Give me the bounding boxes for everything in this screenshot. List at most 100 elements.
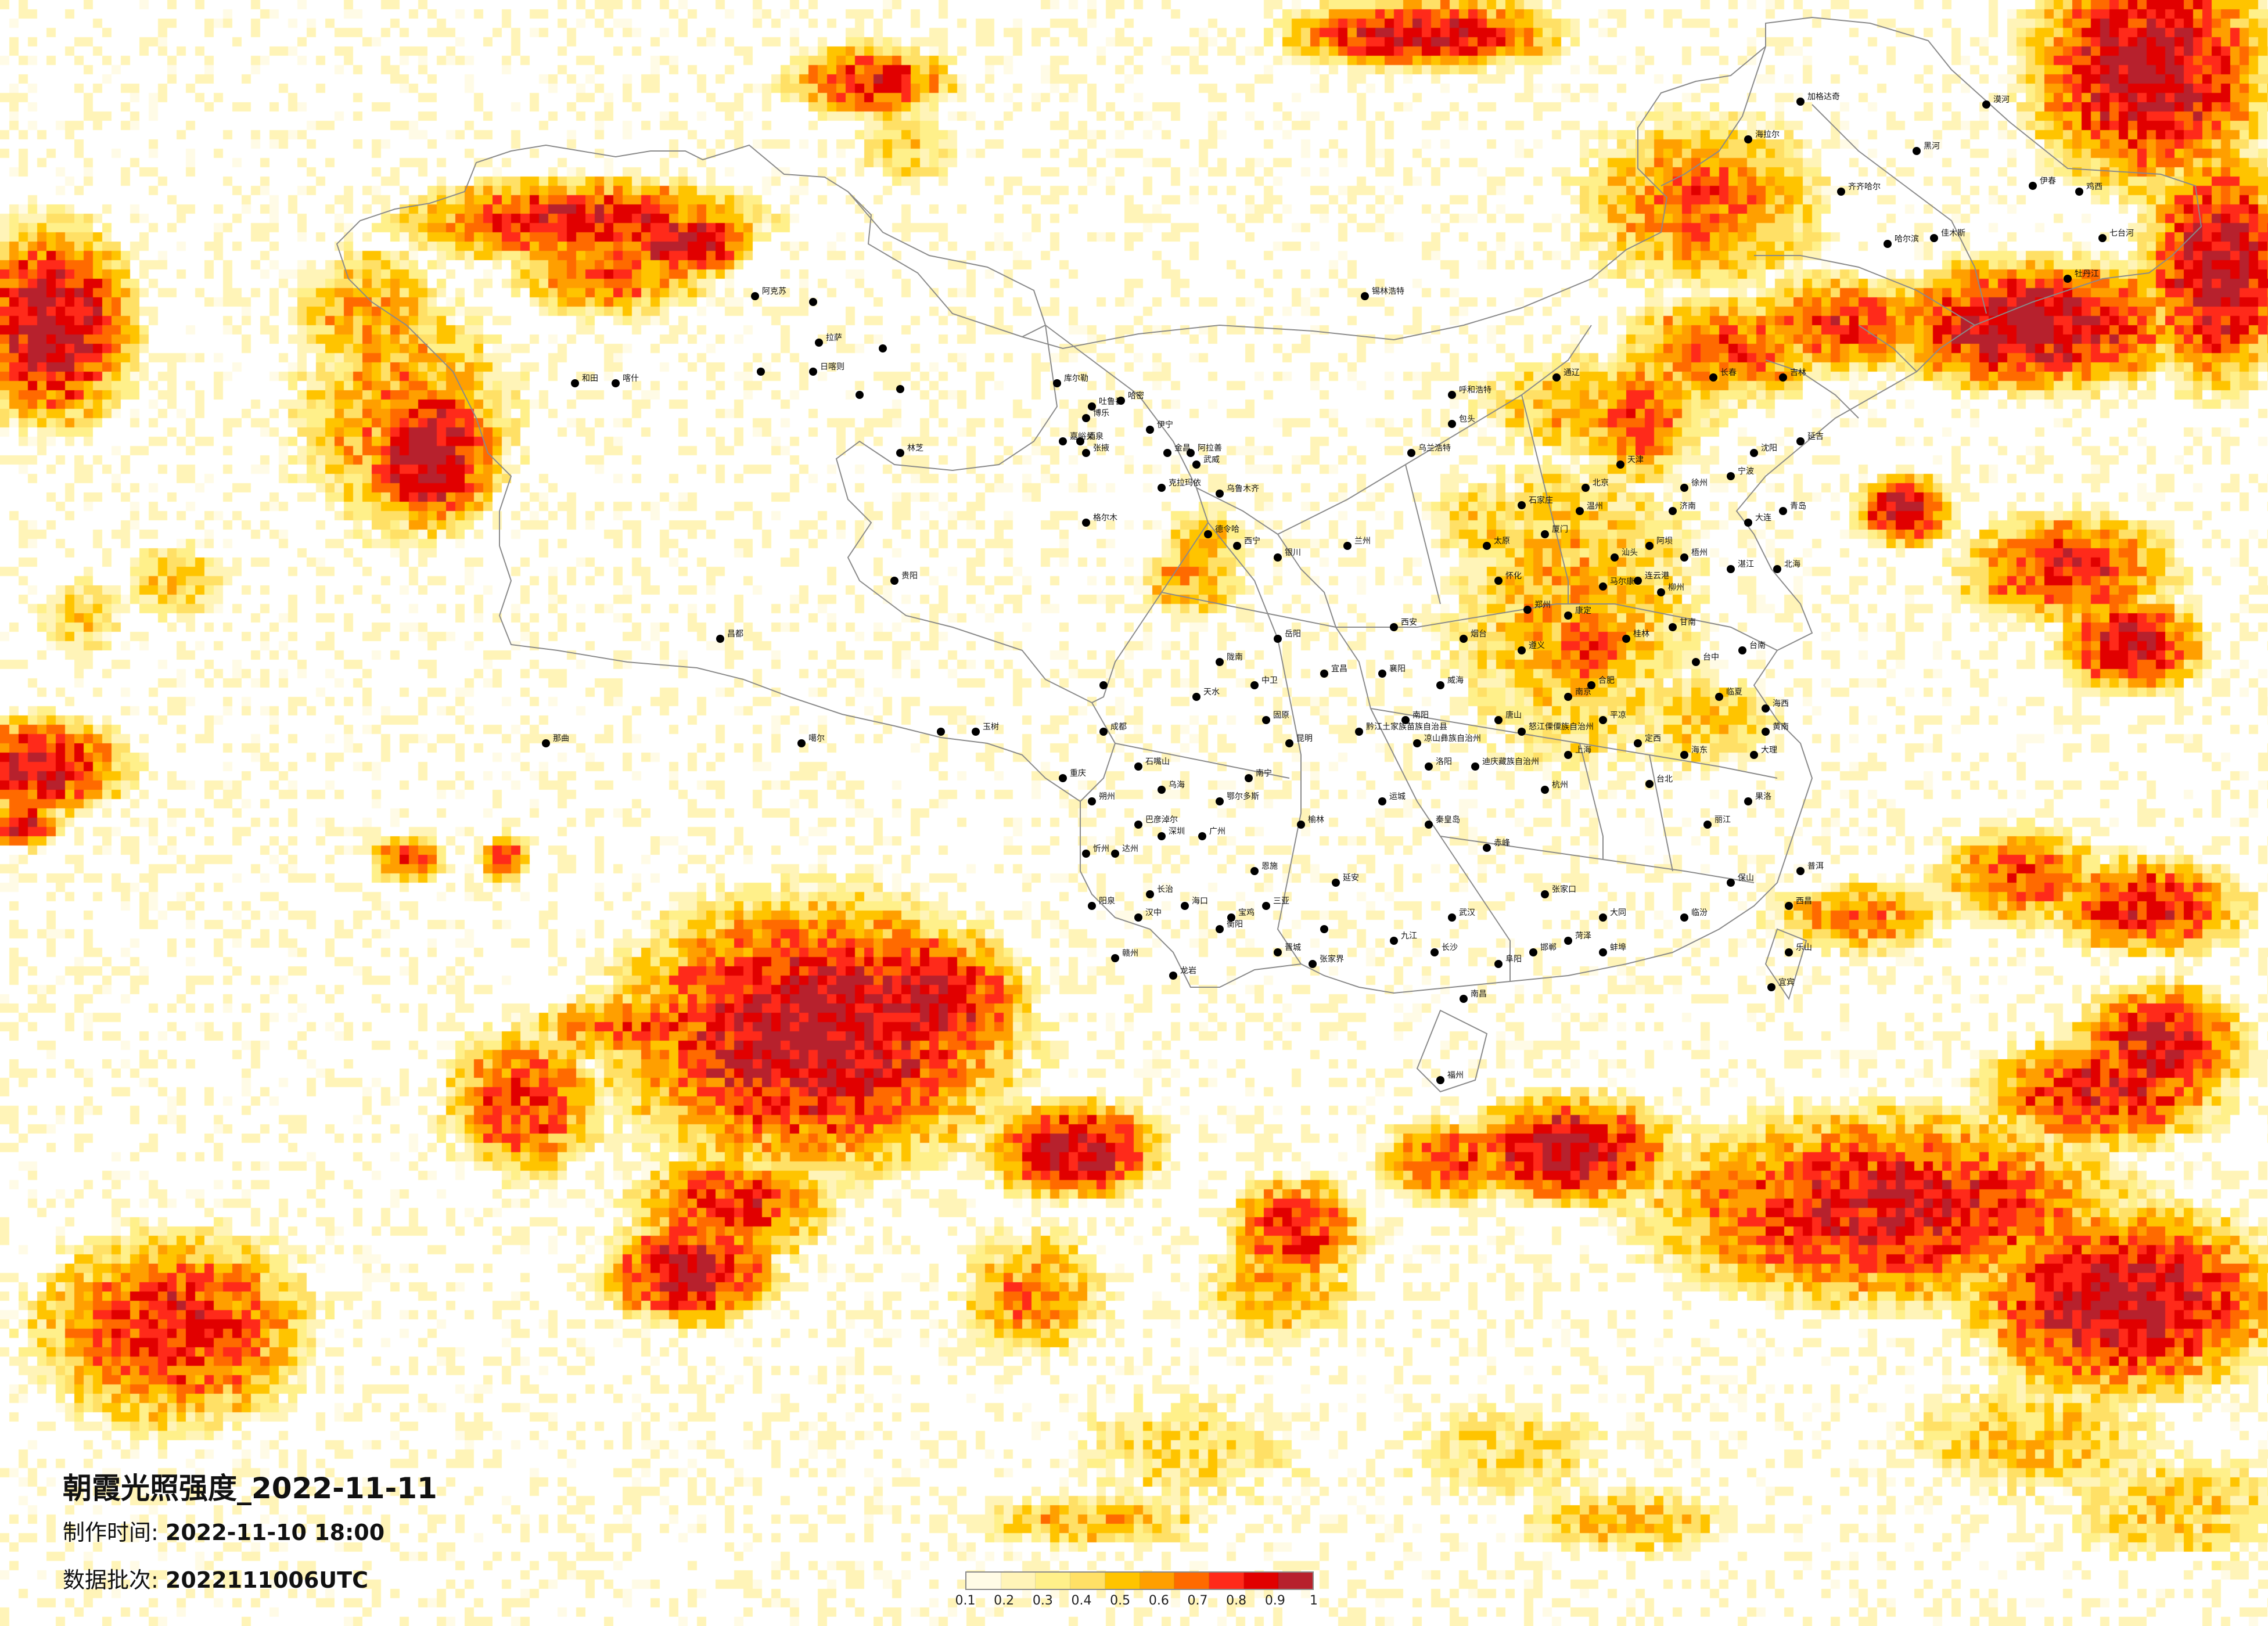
city-label: 怀化 bbox=[1505, 571, 1522, 581]
city-label: 九江 bbox=[1401, 931, 1417, 941]
legend-tick-label: 0.3 bbox=[1032, 1593, 1053, 1608]
city-dot bbox=[1088, 402, 1096, 411]
city-dot bbox=[1216, 797, 1224, 805]
city-dot bbox=[1982, 100, 1990, 109]
city-dot bbox=[1460, 635, 1468, 643]
legend-tick-label: 0.5 bbox=[1110, 1593, 1131, 1608]
city-dot bbox=[1744, 135, 1752, 143]
city-label: 石嘴山 bbox=[1145, 757, 1170, 767]
city-dot bbox=[1680, 484, 1688, 492]
city-label: 南阳 bbox=[1412, 711, 1429, 720]
city-dot bbox=[937, 728, 945, 736]
city-label: 吉林 bbox=[1790, 368, 1806, 377]
city-label: 宁波 bbox=[1738, 466, 1754, 476]
city-dot bbox=[1076, 437, 1084, 445]
legend-swatch bbox=[1278, 1573, 1313, 1589]
city-dot bbox=[1169, 972, 1177, 980]
city-dot bbox=[1448, 913, 1456, 922]
city-label: 海东 bbox=[1691, 746, 1708, 755]
city-label: 平凉 bbox=[1610, 711, 1626, 720]
legend-swatch bbox=[1243, 1573, 1279, 1589]
city-label: 南昌 bbox=[1471, 990, 1487, 999]
province-borders bbox=[336, 16, 2202, 1093]
legend-swatch bbox=[1001, 1573, 1036, 1589]
city-dot bbox=[1436, 1076, 1444, 1084]
city-label: 天水 bbox=[1203, 688, 1220, 697]
city-dot bbox=[1576, 507, 1584, 515]
city-dot bbox=[1099, 728, 1108, 736]
city-dot bbox=[1767, 983, 1775, 991]
batch-label: 数据批次: bbox=[63, 1567, 159, 1593]
city-dot bbox=[1274, 635, 1282, 643]
legend-swatch bbox=[1036, 1573, 1071, 1589]
city-label: 黑河 bbox=[1924, 142, 1940, 151]
city-label: 忻州 bbox=[1093, 844, 1109, 854]
city-dot bbox=[1436, 681, 1444, 689]
legend-tick-label: 0.6 bbox=[1148, 1593, 1169, 1608]
city-dot bbox=[1599, 948, 1607, 956]
city-label: 阿坝 bbox=[1656, 537, 1673, 546]
city-label: 海口 bbox=[1192, 897, 1208, 906]
city-dot bbox=[1727, 472, 1735, 480]
city-label: 喀什 bbox=[623, 374, 639, 383]
city-dot bbox=[1082, 449, 1090, 457]
legend-tick-label: 0.8 bbox=[1226, 1593, 1247, 1608]
city-label: 昌都 bbox=[727, 629, 743, 639]
map-title-block: 朝霞光照强度_2022-11-11 制作时间: 2022-11-10 18:00… bbox=[63, 1468, 437, 1604]
city-dot bbox=[1425, 821, 1433, 829]
city-dot bbox=[1483, 844, 1491, 852]
city-label: 七台河 bbox=[2109, 229, 2134, 238]
city-label: 衡阳 bbox=[1227, 920, 1243, 929]
legend-swatch bbox=[1070, 1573, 1105, 1589]
city-dot bbox=[809, 368, 817, 376]
city-label: 长春 bbox=[1720, 368, 1737, 377]
city-dot bbox=[972, 728, 980, 736]
city-dot bbox=[1779, 507, 1787, 515]
city-label: 甘南 bbox=[1680, 618, 1696, 627]
city-dot bbox=[1250, 867, 1259, 875]
legend-tick-label: 0.7 bbox=[1187, 1593, 1208, 1608]
city-label: 保山 bbox=[1738, 873, 1754, 883]
city-label: 普洱 bbox=[1807, 862, 1824, 871]
city-label: 阿克苏 bbox=[762, 287, 786, 296]
city-dot bbox=[1192, 461, 1201, 469]
city-dot bbox=[1518, 646, 1526, 654]
city-label: 秦皇岛 bbox=[1436, 815, 1460, 825]
city-dot bbox=[1378, 797, 1386, 805]
city-label: 南京 bbox=[1575, 688, 1591, 697]
city-label: 成都 bbox=[1110, 722, 1127, 732]
city-dot bbox=[1785, 948, 1793, 956]
city-dot bbox=[1523, 606, 1532, 614]
city-dot bbox=[1216, 658, 1224, 666]
city-label: 梧州 bbox=[1691, 548, 1708, 557]
city-dot bbox=[1088, 797, 1096, 805]
city-dot bbox=[1518, 501, 1526, 509]
city-label: 酒泉 bbox=[1087, 431, 1104, 441]
city-dot bbox=[1709, 373, 1717, 382]
city-label: 银川 bbox=[1285, 548, 1301, 557]
city-dot bbox=[1727, 565, 1735, 573]
city-label: 马尔康 bbox=[1610, 577, 1634, 587]
city-dot bbox=[1564, 751, 1572, 759]
city-dot bbox=[1744, 797, 1752, 805]
city-dot bbox=[1146, 426, 1154, 434]
city-label: 三亚 bbox=[1273, 897, 1289, 906]
city-dot bbox=[890, 577, 898, 585]
city-label: 达州 bbox=[1122, 844, 1138, 854]
city-dot bbox=[1413, 739, 1421, 747]
city-label: 日喀则 bbox=[820, 362, 844, 372]
city-label: 哈尔滨 bbox=[1895, 235, 1919, 244]
city-dot bbox=[1430, 948, 1439, 956]
city-label: 襄阳 bbox=[1389, 664, 1406, 674]
city-dot bbox=[1616, 461, 1624, 469]
city-dot bbox=[1332, 879, 1340, 887]
city-dot bbox=[1587, 681, 1595, 689]
city-dot bbox=[1460, 995, 1468, 1003]
city-dot bbox=[1204, 530, 1212, 538]
city-label: 长沙 bbox=[1442, 943, 1458, 952]
city-label: 延安 bbox=[1343, 873, 1359, 883]
city-label: 柳州 bbox=[1668, 582, 1684, 592]
city-label: 乐山 bbox=[1796, 943, 1812, 952]
